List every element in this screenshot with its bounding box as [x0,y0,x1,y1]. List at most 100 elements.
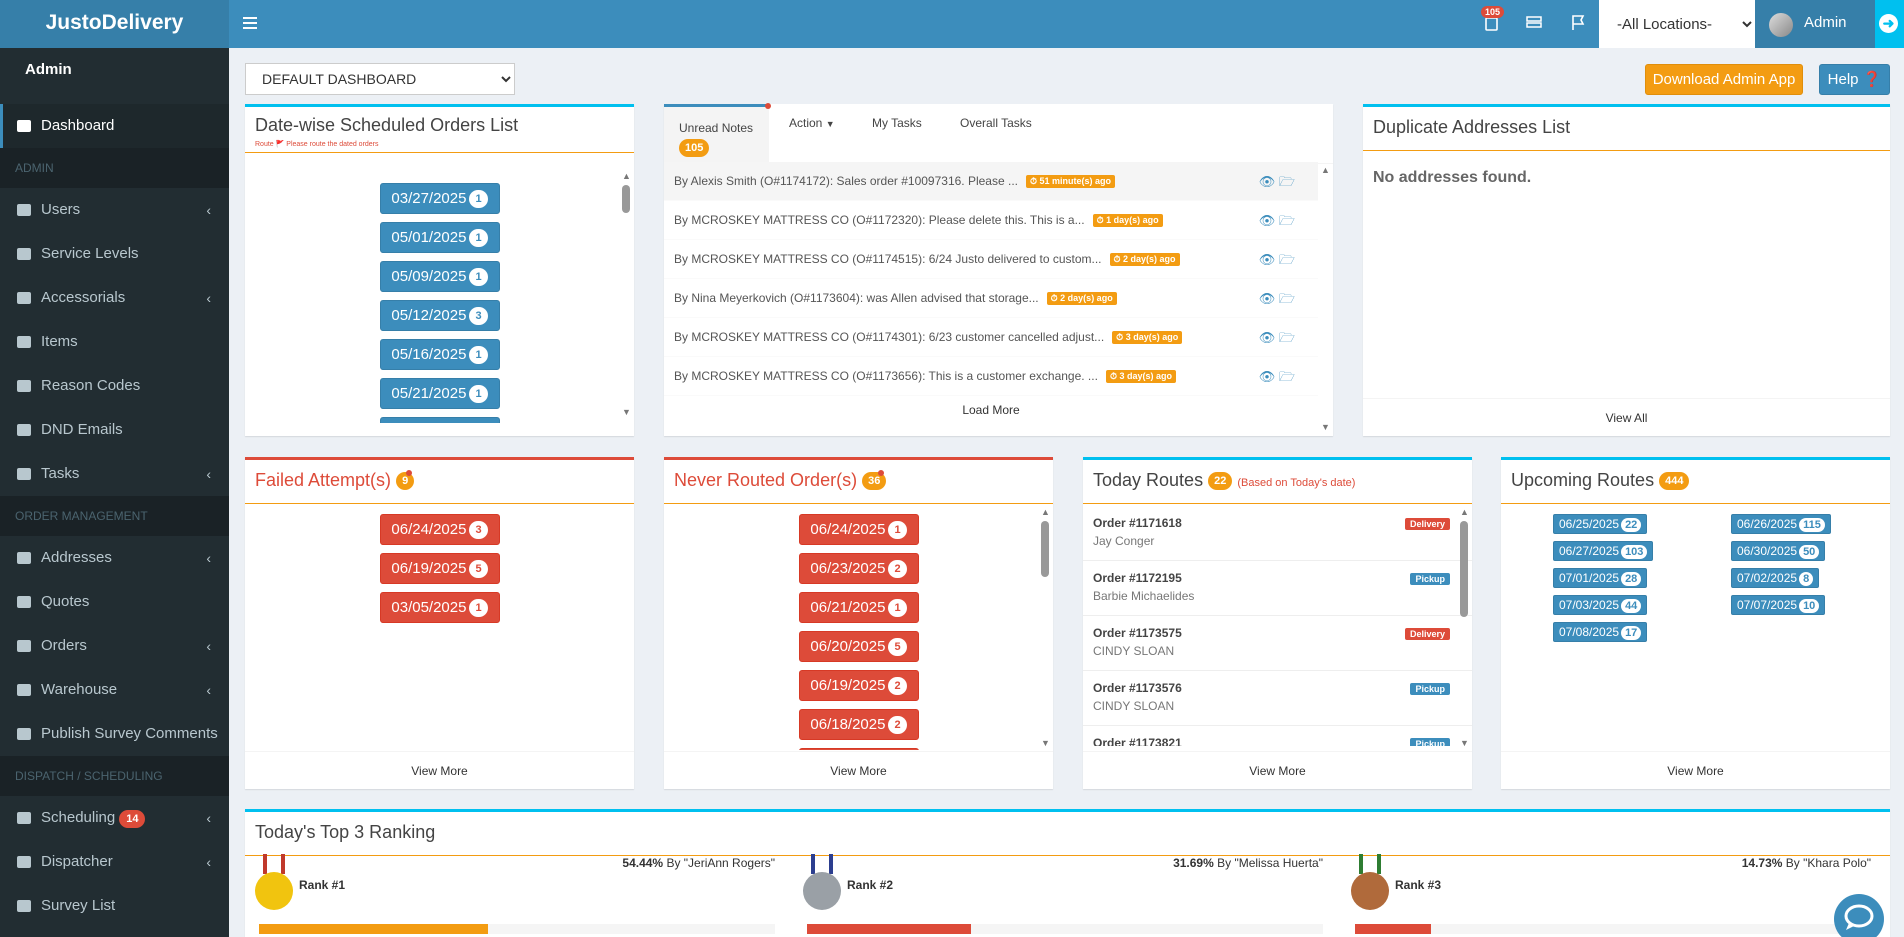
view-icon[interactable]: 👁 🗁 [1258,369,1295,384]
sidebar-item-dispatcher[interactable]: Dispatcher ‹ [0,840,229,884]
date-button[interactable]: 05/16/2025 1 [379,339,500,370]
date-button[interactable]: 06/20/2025 5 [798,631,919,662]
sidebar-item-publish-survey-comments[interactable]: Publish Survey Comments [0,712,229,756]
logout-button[interactable]: ➜ [1875,0,1904,48]
sidebar-item-reason-codes[interactable]: Reason Codes [0,364,229,408]
scrollbar[interactable]: ▲ ▼ [1041,507,1050,748]
upcoming-date-button[interactable]: 06/26/2025 115 [1731,514,1831,534]
folder-icon[interactable]: 🗁 [1278,330,1295,345]
date-button[interactable]: 03/27/2025 1 [379,183,500,214]
date-button[interactable]: 06/23/2025 2 [798,553,919,584]
upcoming-date-button[interactable]: 07/08/2025 17 [1553,622,1648,642]
scheduled-date-button[interactable] [379,417,500,423]
scroll-down-icon[interactable]: ▼ [1321,422,1330,432]
location-select[interactable]: -All Locations- [1599,0,1755,48]
view-icon[interactable]: 👁 🗁 [1258,330,1295,345]
user-menu[interactable]: Admin [1755,0,1875,48]
scroll-up-icon[interactable]: ▲ [1460,507,1469,517]
view-icon[interactable]: 👁 🗁 [1258,174,1295,189]
view-icon[interactable]: 👁 🗁 [1258,252,1295,267]
view-icon[interactable]: 👁 🗁 [1258,213,1295,228]
route-item[interactable]: Order #1172195 Barbie Michaelides Pickup [1083,561,1472,616]
scroll-up-icon[interactable]: ▲ [622,171,631,181]
sidebar-item-dashboard[interactable]: Dashboard [0,104,229,148]
scroll-down-icon[interactable]: ▼ [1041,738,1050,748]
upcoming-date-button[interactable]: 07/02/2025 8 [1731,568,1820,588]
view-icon[interactable]: 👁 🗁 [1258,291,1295,306]
note-item[interactable]: By MCROSKEY MATTRESS CO (O#1173656): Thi… [664,357,1318,396]
sidebar-item-addresses[interactable]: Addresses ‹ [0,536,229,580]
view-more-link[interactable]: View More [245,751,634,789]
upcoming-date-button[interactable]: 07/07/2025 10 [1731,595,1826,615]
sidebar-item-dnd-emails[interactable]: DND Emails [0,408,229,452]
tab-action[interactable]: Action ▼ [774,104,850,164]
never-routed-date-button[interactable] [798,748,919,750]
sidebar-item-tasks[interactable]: Tasks ‹ [0,452,229,496]
upcoming-date-button[interactable]: 07/01/2025 28 [1553,568,1648,588]
date-button[interactable]: 05/21/2025 1 [379,378,500,409]
date-button[interactable]: 06/24/2025 3 [379,514,500,545]
sidebar-toggle-icon[interactable] [243,14,257,32]
download-admin-app-button[interactable]: Download Admin App [1645,64,1803,95]
date-button[interactable]: 06/24/2025 1 [798,514,919,545]
date-button[interactable]: 05/09/2025 1 [379,261,500,292]
upcoming-date-button[interactable]: 07/03/2025 44 [1553,595,1648,615]
sidebar-item-accessorials[interactable]: Accessorials ‹ [0,276,229,320]
sidebar-item-service-levels[interactable]: Service Levels [0,232,229,276]
upcoming-date-button[interactable]: 06/25/2025 22 [1553,514,1648,534]
route-item[interactable]: Order #1173575 CINDY SLOAN Delivery [1083,616,1472,671]
note-item[interactable]: By MCROSKEY MATTRESS CO (O#1174515): 6/2… [664,240,1318,279]
view-more-link[interactable]: View More [664,751,1053,789]
route-item[interactable]: Order #1173821 Pickup [1083,726,1472,746]
scroll-down-icon[interactable]: ▼ [622,407,631,417]
upcoming-date-button[interactable]: 06/27/2025 103 [1553,541,1654,561]
date-button[interactable]: 05/01/2025 1 [379,222,500,253]
scrollbar[interactable]: ▲ ▼ [622,171,631,417]
date-button[interactable]: 03/05/2025 1 [379,592,500,623]
upcoming-date-button[interactable]: 06/30/2025 50 [1731,541,1826,561]
date-button[interactable]: 06/21/2025 1 [798,592,919,623]
note-item[interactable]: By MCROSKEY MATTRESS CO (O#1174301): 6/2… [664,318,1318,357]
sidebar-item-quotes[interactable]: Quotes [0,580,229,624]
app-logo[interactable]: JustoDelivery [0,0,229,48]
note-item[interactable]: By MCROSKEY MATTRESS CO (O#1172320): Ple… [664,201,1318,240]
folder-icon[interactable]: 🗁 [1278,174,1295,189]
view-more-link[interactable]: View More [1083,751,1472,789]
dashboard-select[interactable]: DEFAULT DASHBOARD [245,63,515,95]
sidebar-item-scheduling[interactable]: Scheduling 14 ‹ [0,796,229,840]
note-item[interactable]: By Alexis Smith (O#1174172): Sales order… [664,162,1318,201]
scrollbar[interactable]: ▲ ▼ [1460,507,1469,748]
date-button[interactable]: 06/18/2025 2 [798,709,919,740]
sidebar-item-check-service-a[interactable]: Check Service A... [0,928,229,937]
date-button[interactable]: 05/12/2025 3 [379,300,500,331]
sidebar-item-users[interactable]: Users ‹ [0,188,229,232]
flag-icon[interactable] [1567,12,1589,34]
view-all-link[interactable]: View All [1363,398,1890,436]
date-button[interactable]: 06/19/2025 2 [798,670,919,701]
tab-overall-tasks[interactable]: Overall Tasks [945,104,1047,164]
sidebar-item-items[interactable]: Items [0,320,229,364]
scroll-up-icon[interactable]: ▲ [1321,165,1330,175]
folder-icon[interactable]: 🗁 [1278,252,1295,267]
scroll-thumb[interactable] [1460,521,1468,617]
tab-my-tasks[interactable]: My Tasks [857,104,937,164]
scroll-thumb[interactable] [1041,521,1049,577]
folder-icon[interactable]: 🗁 [1278,369,1295,384]
scrollbar[interactable]: ▲ ▼ [1321,165,1330,432]
server-icon[interactable] [1523,12,1545,34]
scroll-thumb[interactable] [622,185,630,213]
note-item[interactable]: By Nina Meyerkovich (O#1173604): was All… [664,279,1318,318]
route-item[interactable]: Order #1171618 Jay Conger Delivery [1083,506,1472,561]
tab-unread-notes[interactable]: Unread Notes 105 [664,104,769,164]
chat-button[interactable] [1834,894,1884,937]
sidebar-item-warehouse[interactable]: Warehouse ‹ [0,668,229,712]
route-item[interactable]: Order #1173576 CINDY SLOAN Pickup [1083,671,1472,726]
folder-icon[interactable]: 🗁 [1278,291,1295,306]
date-button[interactable]: 06/19/2025 5 [379,553,500,584]
scroll-down-icon[interactable]: ▼ [1460,738,1469,748]
sidebar-item-survey-list[interactable]: Survey List [0,884,229,928]
help-button[interactable]: Help ❓ [1819,64,1890,95]
scroll-up-icon[interactable]: ▲ [1041,507,1050,517]
view-more-link[interactable]: View More [1501,751,1890,789]
sidebar-item-orders[interactable]: Orders ‹ [0,624,229,668]
